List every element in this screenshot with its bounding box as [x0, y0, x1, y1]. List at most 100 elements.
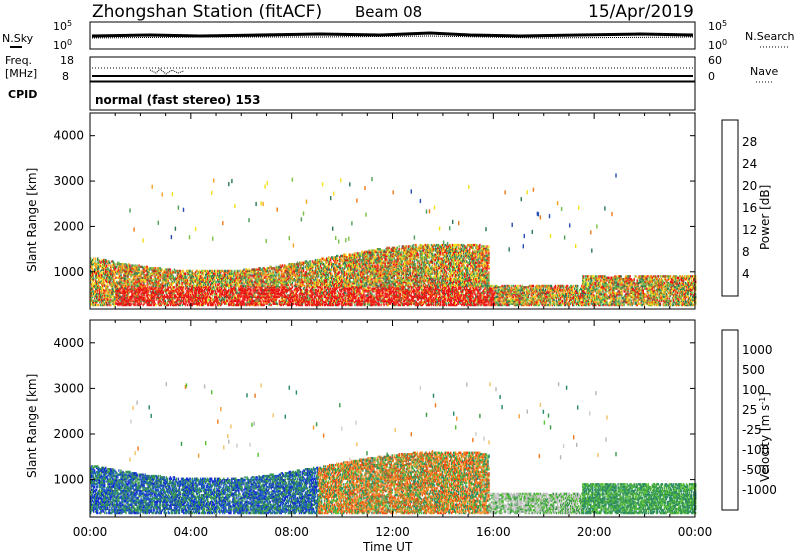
heatmap-cell [271, 304, 272, 306]
heatmap-cell [213, 179, 214, 181]
heatmap-cell [279, 289, 280, 291]
heatmap-cell [227, 300, 228, 302]
beam-label: Beam 08 [355, 3, 422, 21]
heatmap-cell [152, 185, 153, 187]
heatmap-cell [187, 304, 188, 306]
heatmap-cell [234, 294, 235, 296]
heatmap-cell [112, 288, 113, 290]
heatmap-cell [345, 297, 346, 299]
heatmap-cell [289, 236, 290, 238]
heatmap-cell [302, 278, 303, 280]
heatmap-cell [302, 290, 303, 292]
heatmap-cell [110, 304, 111, 306]
heatmap-cell [145, 297, 146, 299]
date-label: 15/Apr/2019 [588, 2, 694, 22]
heatmap-cell [156, 304, 157, 306]
heatmap-cell [172, 192, 173, 194]
heatmap-cell [227, 281, 228, 283]
heatmap-cell [171, 235, 172, 237]
heatmap-cell [162, 193, 163, 195]
heatmap-cell [330, 196, 331, 198]
heatmap-cell [106, 264, 107, 266]
heatmap-cell [322, 286, 323, 288]
heatmap-cell [330, 288, 331, 290]
nsky-tick-bottom: 100 [53, 38, 72, 52]
heatmap-cell [121, 279, 122, 281]
heatmap-cell [303, 267, 304, 269]
heatmap-cell [109, 262, 110, 264]
heatmap-cell [203, 273, 204, 275]
heatmap-cell [185, 273, 186, 275]
heatmap-cell [277, 303, 278, 305]
nave-tick-bottom: 0 [708, 70, 715, 83]
heatmap-cell [243, 281, 244, 283]
heatmap-cell [129, 208, 130, 210]
heatmap-cell [260, 201, 261, 203]
station-title: Zhongshan Station (fitACF) [92, 2, 322, 22]
heatmap-cell [179, 281, 180, 283]
heatmap-cell [339, 303, 340, 305]
heatmap-cell [292, 178, 293, 180]
heatmap-cell [251, 278, 252, 280]
heatmap-cell [322, 182, 323, 184]
heatmap-cell [212, 270, 213, 272]
nsky-label: N.Sky [2, 32, 34, 45]
heatmap-cell [293, 303, 294, 305]
heatmap-cell [277, 208, 278, 210]
heatmap-cell [158, 221, 159, 223]
heatmap-cell [314, 300, 315, 302]
heatmap-cell [260, 301, 261, 303]
heatmap-cell [98, 304, 99, 306]
heatmap-cell [174, 286, 175, 288]
heatmap-cell [183, 270, 184, 272]
heatmap-cell [234, 270, 235, 272]
heatmap-cell [234, 204, 235, 206]
heatmap-cell [183, 286, 184, 288]
heatmap-cell [293, 292, 294, 294]
heatmap-cell [301, 217, 302, 219]
heatmap-cell [165, 300, 166, 302]
heatmap-cell [173, 275, 174, 277]
heatmap-cell [129, 278, 130, 280]
heatmap-cell [116, 266, 117, 268]
heatmap-cell [345, 238, 346, 240]
heatmap-cell [284, 274, 285, 276]
heatmap-cell [315, 259, 316, 261]
heatmap-cell [317, 293, 318, 295]
heatmap-cell [211, 191, 212, 193]
freq-tick-top: 18 [60, 54, 74, 67]
heatmap-cell [95, 260, 96, 262]
heatmap-cell [278, 283, 279, 285]
heatmap-cell [183, 208, 184, 210]
heatmap-cell [98, 270, 99, 272]
heatmap-cell [262, 202, 263, 204]
heatmap-cell [170, 268, 171, 270]
heatmap-cell [104, 277, 105, 279]
heatmap-cell [178, 206, 179, 208]
heatmap-cell [114, 274, 115, 276]
heatmap-cell [282, 270, 283, 272]
heatmap-cell [255, 202, 256, 204]
heatmap-cell [93, 277, 94, 279]
heatmap-cell [299, 274, 300, 276]
heatmap-cell [175, 227, 176, 229]
heatmap-cell [92, 266, 93, 268]
heatmap-cell [331, 273, 332, 275]
heatmap-cell [337, 255, 338, 257]
heatmap-cell [215, 283, 216, 285]
heatmap-cell [332, 227, 333, 229]
heatmap-cell [303, 211, 304, 213]
heatmap-cell [266, 239, 267, 241]
heatmap-cell [129, 264, 130, 266]
heatmap-cell [215, 290, 216, 292]
heatmap-cell [133, 227, 134, 229]
heatmap-cell [276, 274, 277, 276]
cpid-text: normal (fast stereo) 153 [95, 93, 261, 107]
heatmap-cell [306, 200, 307, 202]
heatmap-cell [267, 181, 268, 183]
freq-panel-frame [90, 57, 695, 81]
freq-unit: [MHz] [5, 67, 37, 80]
nsearch-tick-top: 105 [708, 19, 727, 33]
